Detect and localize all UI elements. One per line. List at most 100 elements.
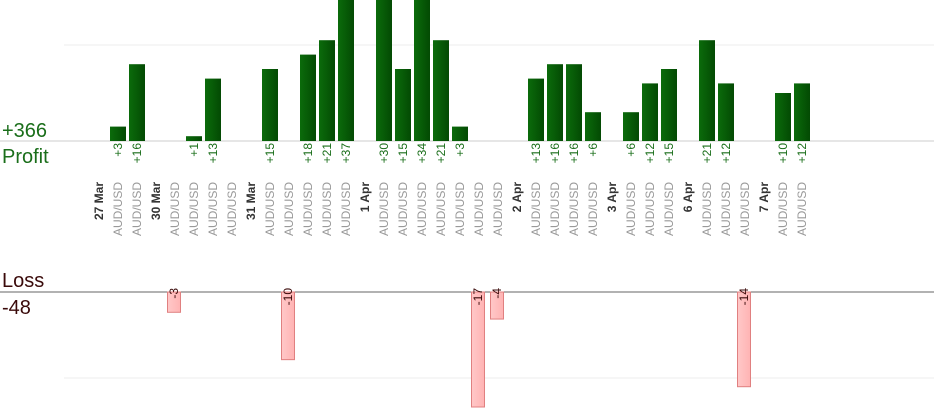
pair-label: AUD/USD bbox=[738, 182, 752, 236]
profit-bar bbox=[376, 0, 392, 141]
profit-value-label: +12 bbox=[643, 143, 657, 164]
profit-bar bbox=[110, 126, 126, 141]
profit-bar bbox=[623, 112, 639, 141]
profit-bar bbox=[775, 93, 791, 141]
profit-bar bbox=[452, 126, 468, 141]
pair-label: AUD/USD bbox=[301, 182, 315, 236]
pair-label: AUD/USD bbox=[643, 182, 657, 236]
profit-value-label: +3 bbox=[111, 143, 125, 157]
profit-value-label: +15 bbox=[263, 143, 277, 164]
profit-bar bbox=[642, 83, 658, 141]
pair-label: AUD/USD bbox=[795, 182, 809, 236]
profit-value-label: +6 bbox=[586, 143, 600, 157]
pair-label: AUD/USD bbox=[624, 182, 638, 236]
loss-bar bbox=[737, 291, 751, 388]
pair-label: AUD/USD bbox=[339, 182, 353, 236]
pair-label: AUD/USD bbox=[187, 182, 201, 236]
profit-value-label: +10 bbox=[776, 143, 790, 164]
pair-label: AUD/USD bbox=[776, 182, 790, 236]
pair-label: AUD/USD bbox=[491, 182, 505, 236]
pair-label: AUD/USD bbox=[453, 182, 467, 236]
loss-bar bbox=[167, 291, 181, 313]
day-label: 31 Mar bbox=[244, 182, 258, 220]
profit-bar bbox=[528, 78, 544, 141]
profit-bar bbox=[433, 40, 449, 142]
profit-value-label: +15 bbox=[396, 143, 410, 164]
profit-bar bbox=[300, 54, 316, 141]
loss-bar bbox=[490, 291, 504, 320]
profit-value-label: +18 bbox=[301, 143, 315, 164]
profit-value-label: +16 bbox=[567, 143, 581, 164]
pair-label: AUD/USD bbox=[130, 182, 144, 236]
pair-label: AUD/USD bbox=[472, 182, 486, 236]
profit-value-label: +16 bbox=[548, 143, 562, 164]
profit-bar bbox=[414, 0, 430, 141]
loss-bar bbox=[281, 291, 295, 361]
loss-value-label: -3 bbox=[167, 288, 181, 299]
pair-label: AUD/USD bbox=[567, 182, 581, 236]
pair-label: AUD/USD bbox=[529, 182, 543, 236]
pair-label: AUD/USD bbox=[415, 182, 429, 236]
profit-label: Profit bbox=[2, 146, 49, 168]
pair-label: AUD/USD bbox=[225, 182, 239, 236]
day-label: 3 Apr bbox=[605, 182, 619, 213]
loss-label: Loss bbox=[2, 270, 44, 292]
profit-bar bbox=[794, 83, 810, 141]
loss-bar bbox=[471, 291, 485, 408]
pair-label: AUD/USD bbox=[396, 182, 410, 236]
profit-value-label: +34 bbox=[415, 143, 429, 164]
profit-value-label: +16 bbox=[130, 143, 144, 164]
pair-label: AUD/USD bbox=[662, 182, 676, 236]
profit-value-label: +37 bbox=[339, 143, 353, 164]
loss-value-label: -4 bbox=[490, 288, 504, 299]
profit-bar bbox=[319, 40, 335, 142]
profit-bar bbox=[566, 64, 582, 141]
loss-total: -48 bbox=[2, 297, 31, 319]
pair-label: AUD/USD bbox=[700, 182, 714, 236]
profit-bar bbox=[661, 69, 677, 141]
profit-total: +366 bbox=[2, 120, 47, 142]
loss-value-label: -10 bbox=[281, 288, 295, 306]
profit-bar bbox=[338, 0, 354, 141]
day-label: 7 Apr bbox=[757, 182, 771, 213]
profit-bar bbox=[718, 83, 734, 141]
day-label: 30 Mar bbox=[149, 182, 163, 220]
profit-value-label: +1 bbox=[187, 143, 201, 157]
profit-bar bbox=[186, 136, 202, 141]
profit-value-label: +3 bbox=[453, 143, 467, 157]
day-label: 27 Mar bbox=[92, 182, 106, 220]
profit-value-label: +12 bbox=[795, 143, 809, 164]
profit-value-label: +13 bbox=[529, 143, 543, 164]
pair-label: AUD/USD bbox=[263, 182, 277, 236]
loss-value-label: -17 bbox=[471, 288, 485, 306]
profit-bar bbox=[205, 78, 221, 141]
pair-label: AUD/USD bbox=[586, 182, 600, 236]
profit-value-label: +21 bbox=[700, 143, 714, 164]
pair-label: AUD/USD bbox=[719, 182, 733, 236]
profit-value-label: +12 bbox=[719, 143, 733, 164]
profit-bar bbox=[585, 112, 601, 141]
pair-label: AUD/USD bbox=[111, 182, 125, 236]
profit-bar bbox=[395, 69, 411, 141]
profit-value-label: +21 bbox=[434, 143, 448, 164]
chart-marks: 27 Mar AUD/USD +3 AUD/USD +16 30 Mar AUD/USD -3… bbox=[92, 0, 810, 408]
profit-value-label: +15 bbox=[662, 143, 676, 164]
pair-label: AUD/USD bbox=[168, 182, 182, 236]
profit-value-label: +13 bbox=[206, 143, 220, 164]
day-label: 6 Apr bbox=[681, 182, 695, 213]
profit-value-label: +30 bbox=[377, 143, 391, 164]
profit-bar bbox=[129, 64, 145, 141]
profit-bar bbox=[699, 40, 715, 142]
day-label: 2 Apr bbox=[510, 182, 524, 213]
profit-bar bbox=[547, 64, 563, 141]
profit-bar bbox=[262, 69, 278, 141]
pair-label: AUD/USD bbox=[206, 182, 220, 236]
pair-label: AUD/USD bbox=[282, 182, 296, 236]
loss-value-label: -14 bbox=[737, 288, 751, 306]
profit-value-label: +6 bbox=[624, 143, 638, 157]
pair-label: AUD/USD bbox=[434, 182, 448, 236]
day-label: 1 Apr bbox=[358, 182, 372, 213]
pair-label: AUD/USD bbox=[548, 182, 562, 236]
pair-label: AUD/USD bbox=[377, 182, 391, 236]
